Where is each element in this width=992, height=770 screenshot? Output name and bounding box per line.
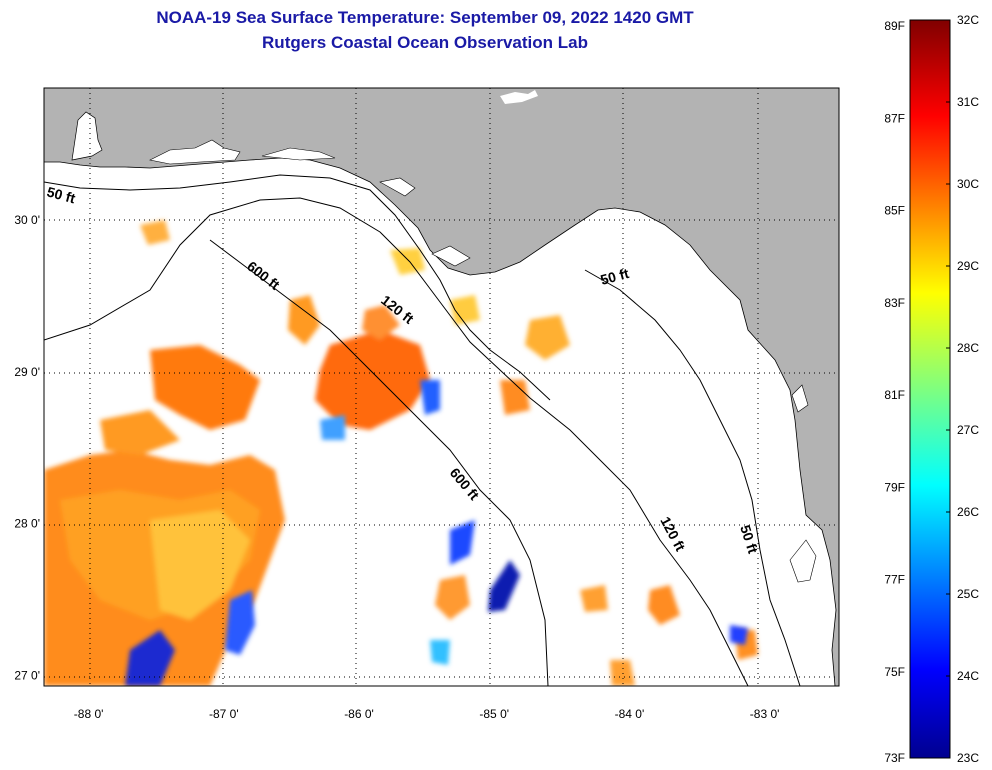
colorbar-c-label: 28C xyxy=(957,341,979,355)
colorbar-c-label: 32C xyxy=(957,13,979,27)
colorbar-c-label: 31C xyxy=(957,95,979,109)
sst-data-layer xyxy=(44,220,758,686)
colorbar-c-label: 29C xyxy=(957,259,979,273)
longitude-label: -84 0' xyxy=(615,707,645,721)
contour-label: 50 ft xyxy=(599,265,631,288)
longitude-labels: -88 0' -87 0' -86 0' -85 0' -84 0' -83 0' xyxy=(74,707,780,721)
latitude-labels: 30 0' 29 0' 28 0' 27 0' xyxy=(14,213,40,682)
longitude-label: -87 0' xyxy=(209,707,239,721)
contour-label: 50 ft xyxy=(45,183,77,206)
latitude-label: 28 0' xyxy=(14,517,40,531)
colorbar-f-label: 87F xyxy=(884,111,905,125)
longitude-label: -86 0' xyxy=(344,707,374,721)
map-title: NOAA-19 Sea Surface Temperature: Septemb… xyxy=(156,8,694,27)
land-mass xyxy=(44,88,839,686)
colorbar-f-label: 83F xyxy=(884,296,905,310)
colorbar-c-label: 24C xyxy=(957,669,979,683)
colorbar-c-label: 26C xyxy=(957,505,979,519)
colorbar-celsius-labels: 32C 31C 30C 29C 28C 27C 26C 25C 24C 23C xyxy=(957,13,979,765)
colorbar-fahrenheit-labels: 89F 87F 85F 83F 81F 79F 77F 75F 73F xyxy=(884,19,905,765)
map-frame xyxy=(43,87,840,687)
map-subtitle: Rutgers Coastal Ocean Observation Lab xyxy=(262,33,588,52)
colorbar-f-label: 75F xyxy=(884,665,905,679)
colorbar-f-label: 73F xyxy=(884,751,905,765)
colorbar-f-label: 77F xyxy=(884,573,905,587)
longitude-label: -88 0' xyxy=(74,707,104,721)
latitude-label: 30 0' xyxy=(14,213,40,227)
depth-contours xyxy=(44,174,801,686)
colorbar xyxy=(909,19,951,759)
colorbar-c-label: 25C xyxy=(957,587,979,601)
colorbar-f-label: 89F xyxy=(884,19,905,33)
colorbar-f-label: 85F xyxy=(884,204,905,218)
latitude-label: 27 0' xyxy=(14,668,40,682)
latitude-label: 29 0' xyxy=(14,365,40,379)
colorbar-f-label: 79F xyxy=(884,480,905,494)
colorbar-c-label: 27C xyxy=(957,423,979,437)
longitude-label: -85 0' xyxy=(479,707,509,721)
colorbar-c-label: 30C xyxy=(957,177,979,191)
longitude-label: -83 0' xyxy=(750,707,780,721)
colorbar-f-label: 81F xyxy=(884,388,905,402)
colorbar-c-label: 23C xyxy=(957,751,979,765)
